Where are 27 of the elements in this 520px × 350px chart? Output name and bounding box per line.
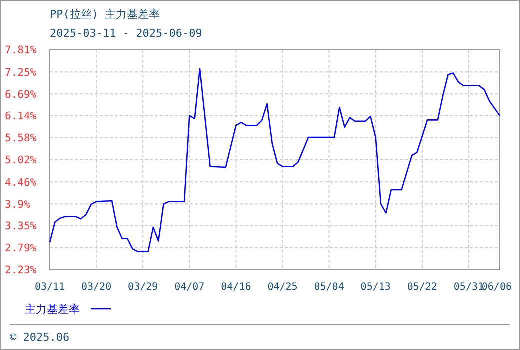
x-tick-label: 03/11 (34, 282, 66, 293)
y-tick-label: 7.25% (5, 66, 38, 79)
chart-subtitle: 2025-03-11 - 2025-06-09 (50, 27, 202, 40)
x-tick-label: 05/31 (454, 282, 484, 293)
x-tick-label: 05/22 (407, 282, 438, 293)
y-tick-label: 2.79% (5, 242, 38, 255)
chart-title: PP(拉丝) 主力基差率 (50, 8, 160, 21)
x-tick-label: 05/04 (314, 282, 344, 293)
y-tick-label: 3.35% (5, 220, 38, 233)
y-tick-label: 7.81% (5, 44, 38, 57)
x-tick-label: 04/07 (174, 282, 205, 293)
y-tick-label: 5.58% (5, 132, 38, 145)
y-tick-label: 5.02% (5, 154, 38, 167)
x-tick-label: 03/20 (81, 282, 112, 293)
legend-label: 主力基差率 (25, 303, 80, 316)
y-tick-label: 6.14% (5, 110, 38, 123)
x-tick-label: 04/25 (268, 282, 298, 293)
x-tick-label: 04/16 (221, 282, 252, 293)
x-tick-label: 05/13 (360, 282, 391, 293)
x-tick-label: 03/29 (128, 282, 158, 293)
y-tick-label: 4.46% (5, 176, 38, 189)
text: © 2025.06 (10, 331, 70, 344)
x-tick-label: 06/06 (482, 282, 512, 293)
y-tick-label: 3.9% (5, 198, 31, 211)
line-series (49, 68, 501, 253)
y-tick-label: 2.23% (5, 264, 38, 277)
y-tick-label: 6.69% (5, 88, 38, 101)
